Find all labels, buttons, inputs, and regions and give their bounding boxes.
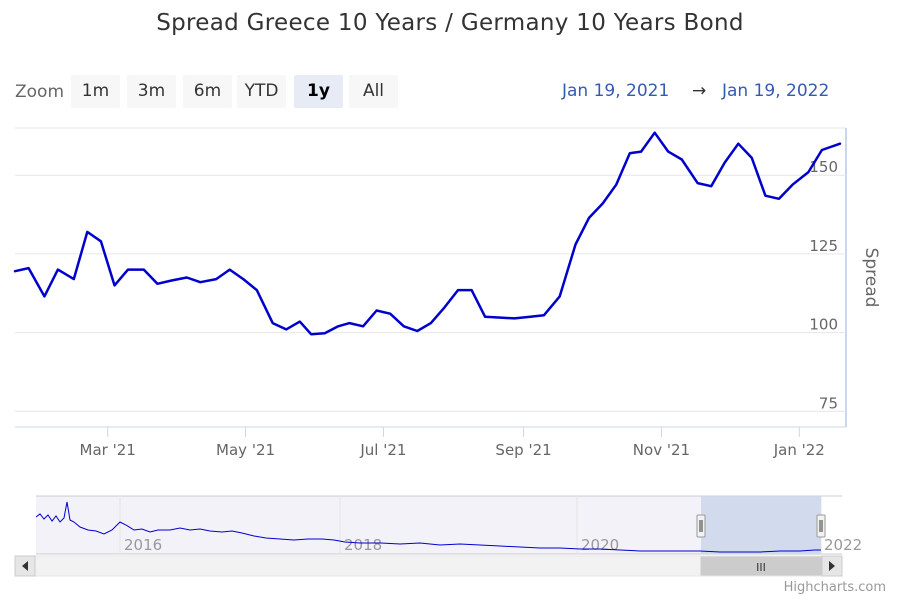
data-point[interactable]: [733, 139, 743, 149]
data-point[interactable]: [598, 199, 608, 209]
data-point[interactable]: [720, 158, 730, 168]
zoom-1m-button[interactable]: 1m: [71, 75, 120, 108]
data-point[interactable]: [306, 329, 316, 339]
x-tick-label: May '21: [216, 441, 275, 459]
chart-title: Spread Greece 10 Years / Germany 10 Year…: [156, 10, 744, 36]
navigator-label: 2018: [344, 536, 382, 554]
x-tick-label: Nov '21: [633, 441, 690, 459]
series-line[interactable]: [13, 131, 842, 336]
data-point[interactable]: [238, 274, 248, 284]
data-point[interactable]: [611, 180, 621, 190]
data-point[interactable]: [252, 285, 262, 295]
data-point[interactable]: [706, 181, 716, 191]
chevron-left-icon: [22, 561, 28, 571]
data-point[interactable]: [571, 239, 581, 249]
data-point[interactable]: [268, 318, 278, 328]
y-tick-label: 75: [819, 394, 838, 412]
navigator-label: 2020: [581, 536, 619, 554]
data-point[interactable]: [650, 128, 660, 138]
data-point[interactable]: [803, 167, 813, 177]
data-point[interactable]: [69, 274, 79, 284]
navigator-label: 2016: [124, 536, 162, 554]
data-point[interactable]: [139, 265, 149, 275]
range-arrow: →: [692, 81, 707, 101]
data-point[interactable]: [53, 265, 63, 275]
chevron-right-icon: [829, 561, 835, 571]
navigator-right-handle[interactable]: [816, 514, 826, 538]
data-point[interactable]: [24, 263, 34, 273]
data-point[interactable]: [412, 326, 422, 336]
navigator-left-handle[interactable]: [696, 514, 706, 538]
data-point[interactable]: [82, 227, 92, 237]
x-tick-label: Jan '22: [773, 441, 825, 459]
zoom-6m-button[interactable]: 6m: [183, 75, 232, 108]
data-point[interactable]: [211, 274, 221, 284]
range-from-date[interactable]: Jan 19, 2021: [562, 81, 670, 101]
data-point[interactable]: [320, 328, 330, 338]
x-tick-label: Jul '21: [359, 441, 406, 459]
zoom-1y-button[interactable]: 1y: [294, 75, 343, 108]
data-point[interactable]: [295, 317, 305, 327]
data-point[interactable]: [636, 147, 646, 157]
data-point[interactable]: [166, 276, 176, 286]
data-point[interactable]: [182, 273, 192, 283]
data-point[interactable]: [195, 277, 205, 287]
navigator-series-line: [35, 501, 821, 553]
data-point[interactable]: [663, 147, 673, 157]
zoom-label: Zoom: [15, 82, 65, 102]
y-axis-title: Spread: [861, 248, 881, 308]
data-point[interactable]: [480, 312, 490, 322]
data-point[interactable]: [333, 321, 343, 331]
scrollbar-thumb-grip: III: [756, 561, 766, 574]
x-tick-label: Mar '21: [80, 441, 136, 459]
data-point[interactable]: [760, 191, 770, 201]
data-point[interactable]: [788, 180, 798, 190]
data-point[interactable]: [372, 306, 382, 316]
range-to-date[interactable]: Jan 19, 2022: [722, 81, 830, 101]
navigator-label: 2022: [824, 536, 862, 554]
scrollbar-thumb[interactable]: [700, 556, 822, 576]
zoom-3m-button[interactable]: 3m: [127, 75, 176, 108]
data-point[interactable]: [39, 291, 49, 301]
data-point[interactable]: [693, 178, 703, 188]
data-point[interactable]: [96, 236, 106, 246]
data-point[interactable]: [225, 265, 235, 275]
data-point[interactable]: [625, 148, 635, 158]
data-point[interactable]: [152, 279, 162, 289]
data-point[interactable]: [835, 139, 845, 149]
data-point[interactable]: [677, 154, 687, 164]
data-point[interactable]: [385, 309, 395, 319]
data-point[interactable]: [584, 213, 594, 223]
y-tick-label: 100: [809, 316, 838, 334]
data-point[interactable]: [453, 285, 463, 295]
y-tick-label: 125: [809, 237, 838, 255]
zoom-ytd-button[interactable]: YTD: [237, 75, 286, 108]
data-point[interactable]: [747, 153, 757, 163]
x-tick-label: Sep '21: [495, 441, 551, 459]
data-point[interactable]: [109, 280, 119, 290]
data-point[interactable]: [439, 302, 449, 312]
data-point[interactable]: [555, 291, 565, 301]
y-tick-label: 150: [809, 158, 838, 176]
data-point[interactable]: [539, 310, 549, 320]
data-point[interactable]: [525, 312, 535, 322]
data-point[interactable]: [345, 318, 355, 328]
data-point[interactable]: [123, 265, 133, 275]
data-point[interactable]: [774, 194, 784, 204]
data-point[interactable]: [10, 266, 20, 276]
data-point[interactable]: [510, 313, 520, 323]
data-point[interactable]: [399, 321, 409, 331]
data-point[interactable]: [467, 285, 477, 295]
data-point[interactable]: [426, 318, 436, 328]
credits-link[interactable]: Highcharts.com: [783, 580, 886, 595]
navigator-selected-range[interactable]: [701, 496, 821, 554]
data-point[interactable]: [817, 145, 827, 155]
data-point[interactable]: [358, 321, 368, 331]
data-point[interactable]: [281, 324, 291, 334]
zoom-all-button[interactable]: All: [349, 75, 398, 108]
